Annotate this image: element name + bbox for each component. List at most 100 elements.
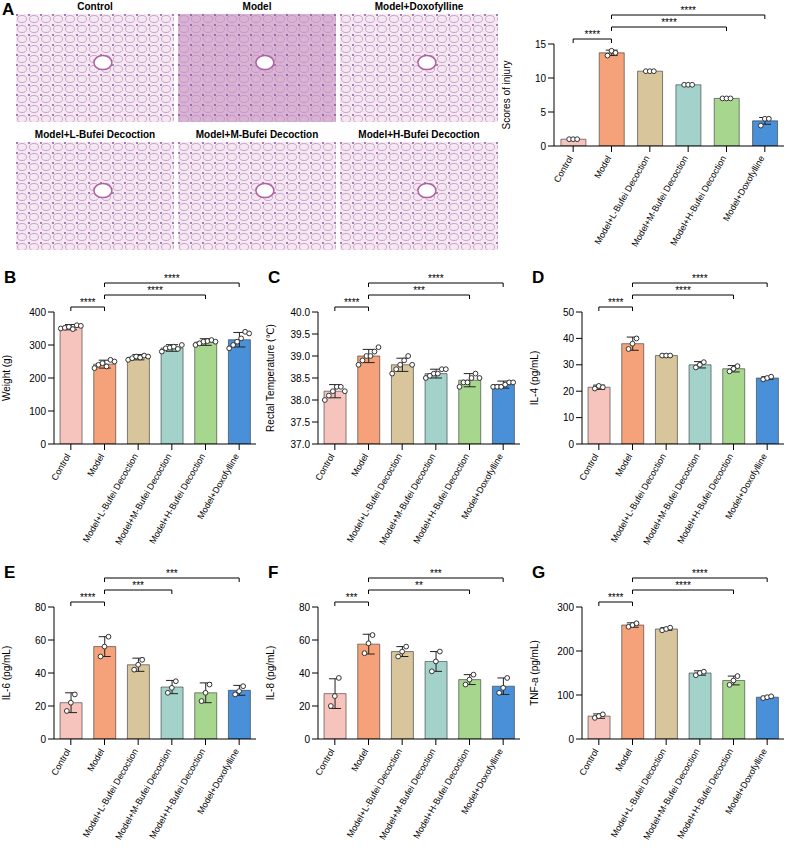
svg-text:40: 40: [563, 333, 575, 344]
svg-text:Model: Model: [349, 452, 370, 478]
svg-text:Model+M-Bufei Decoction: Model+M-Bufei Decoction: [641, 747, 701, 841]
svg-text:Control: Control: [49, 747, 72, 777]
svg-text:0: 0: [568, 439, 574, 450]
svg-text:Model+H-Bufei Decoction: Model+H-Bufei Decoction: [411, 452, 471, 546]
svg-text:40.0: 40.0: [291, 307, 311, 318]
svg-text:5: 5: [540, 107, 546, 118]
svg-text:****: ****: [164, 273, 180, 284]
svg-text:300: 300: [557, 602, 574, 613]
svg-text:37.0: 37.0: [291, 439, 311, 450]
svg-text:80: 80: [299, 602, 311, 613]
svg-text:Model+L-Bufei Decoction: Model+L-Bufei Decoction: [592, 154, 652, 247]
svg-text:Model+M-Bufei Decoction: Model+M-Bufei Decoction: [641, 452, 701, 546]
svg-text:0: 0: [568, 734, 574, 745]
svg-text:Model+Doxofylline: Model+Doxofylline: [723, 747, 769, 816]
svg-text:***: ***: [430, 568, 442, 579]
svg-text:Model+Doxofylline: Model+Doxofylline: [459, 747, 505, 816]
svg-text:10: 10: [563, 412, 575, 423]
svg-text:IL-4 (pg/mL): IL-4 (pg/mL): [529, 351, 540, 405]
svg-text:Model+M-Bufei Decoction: Model+M-Bufei Decoction: [113, 452, 173, 546]
svg-text:80: 80: [35, 602, 47, 613]
svg-text:39.0: 39.0: [291, 351, 311, 362]
svg-text:37.5: 37.5: [291, 417, 311, 428]
svg-text:Model+M-Bufei Decoction: Model+M-Bufei Decoction: [377, 452, 437, 546]
svg-text:Weight (g): Weight (g): [1, 355, 12, 401]
svg-text:Model+H-Bufei Decoction: Model+H-Bufei Decoction: [147, 452, 207, 546]
svg-text:****: ****: [585, 29, 601, 40]
svg-text:30: 30: [563, 359, 575, 370]
svg-text:0: 0: [40, 439, 46, 450]
svg-text:****: ****: [692, 568, 708, 579]
svg-text:TNF-a (pg/mL): TNF-a (pg/mL): [529, 640, 540, 706]
svg-text:Model+M-Bufei Decoction: Model+M-Bufei Decoction: [629, 154, 690, 249]
svg-text:****: ****: [675, 285, 691, 296]
svg-text:300: 300: [29, 340, 46, 351]
svg-text:Control: Control: [552, 154, 575, 184]
svg-text:20: 20: [299, 701, 311, 712]
svg-text:38.0: 38.0: [291, 395, 311, 406]
svg-text:IL-6 (pg/mL): IL-6 (pg/mL): [1, 646, 12, 700]
svg-text:50: 50: [563, 307, 575, 318]
svg-text:****: ****: [344, 297, 360, 308]
svg-text:20: 20: [563, 386, 575, 397]
svg-text:Model: Model: [349, 747, 370, 773]
svg-text:Model+M-Bufei Decoction: Model+M-Bufei Decoction: [113, 747, 173, 841]
svg-text:***: ***: [413, 285, 425, 296]
svg-text:39.5: 39.5: [291, 329, 311, 340]
svg-text:20: 20: [35, 701, 47, 712]
svg-text:Model: Model: [85, 747, 106, 773]
svg-text:****: ****: [661, 17, 677, 28]
svg-text:**: **: [415, 580, 423, 591]
svg-text:Model+Doxofylline: Model+Doxofylline: [459, 452, 505, 521]
svg-text:40: 40: [299, 668, 311, 679]
svg-text:****: ****: [428, 273, 444, 284]
svg-text:Control: Control: [49, 452, 72, 482]
svg-text:****: ****: [608, 297, 624, 308]
svg-text:****: ****: [80, 592, 96, 603]
svg-text:100: 100: [557, 690, 574, 701]
svg-text:****: ****: [147, 285, 163, 296]
svg-text:Model+Doxofylline: Model+Doxofylline: [195, 747, 241, 816]
svg-text:0: 0: [304, 734, 310, 745]
svg-text:400: 400: [29, 307, 46, 318]
svg-text:Control: Control: [313, 452, 336, 482]
svg-text:****: ****: [80, 297, 96, 308]
svg-text:Model: Model: [613, 452, 634, 478]
svg-text:Control: Control: [577, 747, 600, 777]
svg-text:Model: Model: [613, 747, 634, 773]
svg-text:****: ****: [680, 5, 696, 16]
svg-text:Control: Control: [313, 747, 336, 777]
svg-text:0: 0: [540, 141, 546, 152]
svg-text:Model+H-Bufei Decoction: Model+H-Bufei Decoction: [147, 747, 207, 841]
svg-text:Model+Doxofylline: Model+Doxofylline: [195, 452, 241, 521]
svg-text:Model+Doxofylline: Model+Doxofylline: [723, 452, 769, 521]
svg-text:38.5: 38.5: [291, 373, 311, 384]
svg-text:60: 60: [35, 635, 47, 646]
svg-text:Model+H-Bufei Decoction: Model+H-Bufei Decoction: [411, 747, 471, 841]
svg-text:Model+H-Bufei Decoction: Model+H-Bufei Decoction: [675, 747, 735, 841]
svg-text:Control: Control: [577, 452, 600, 482]
svg-text:100: 100: [29, 406, 46, 417]
svg-text:Model+H-Bufei Decoction: Model+H-Bufei Decoction: [668, 154, 728, 248]
svg-text:****: ****: [608, 592, 624, 603]
svg-text:Model+M-Bufei Decoction: Model+M-Bufei Decoction: [377, 747, 437, 841]
svg-text:200: 200: [29, 373, 46, 384]
svg-text:Model+Doxofylline: Model+Doxofylline: [721, 154, 767, 223]
svg-text:0: 0: [40, 734, 46, 745]
svg-text:***: ***: [132, 580, 144, 591]
svg-text:***: ***: [346, 592, 358, 603]
svg-text:****: ****: [675, 580, 691, 591]
svg-text:Model: Model: [85, 452, 106, 478]
svg-text:Model: Model: [592, 154, 613, 180]
svg-text:200: 200: [557, 646, 574, 657]
svg-text:****: ****: [692, 273, 708, 284]
svg-text:Rectal Temperature (℃): Rectal Temperature (℃): [265, 324, 276, 432]
svg-text:60: 60: [299, 635, 311, 646]
svg-text:IL-8 (pg/mL): IL-8 (pg/mL): [265, 646, 276, 700]
svg-text:15: 15: [535, 39, 547, 50]
svg-text:***: ***: [166, 568, 178, 579]
svg-text:Model+H-Bufei Decoction: Model+H-Bufei Decoction: [675, 452, 735, 546]
svg-text:Scores of injury: Scores of injury: [501, 61, 512, 130]
svg-text:40: 40: [35, 668, 47, 679]
svg-text:10: 10: [535, 73, 547, 84]
